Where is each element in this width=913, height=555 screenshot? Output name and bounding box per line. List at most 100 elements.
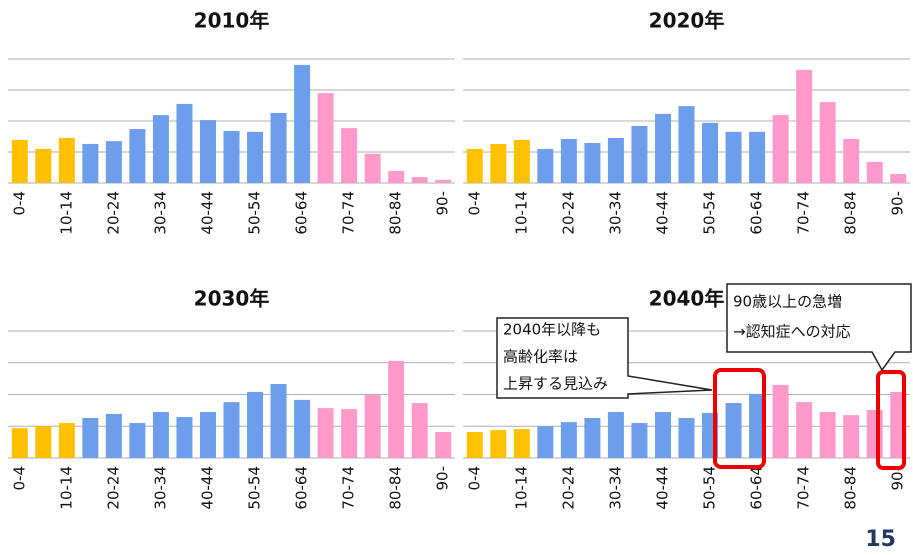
x-tick-label: 60-64 [748, 191, 766, 235]
bar [843, 415, 860, 458]
bar [631, 423, 648, 458]
bar [82, 417, 99, 458]
x-tick-label: 80-84 [387, 191, 405, 235]
bar [152, 115, 169, 183]
bar [607, 138, 624, 183]
bar [152, 411, 169, 458]
bar [678, 417, 695, 458]
bar [35, 426, 52, 458]
bar [388, 360, 405, 458]
callout-text: 2040年以降も [503, 321, 601, 339]
callouts: 2040年以降も 高齢化率は 上昇する見込み 90歳以上の急増 →認知症への対応 [496, 283, 912, 470]
bar [513, 139, 530, 183]
x-tick-label: 10-14 [512, 191, 530, 235]
x-tick-label: 20-24 [559, 191, 577, 235]
callout-box [726, 283, 912, 372]
bar [247, 391, 264, 458]
bar [388, 170, 405, 183]
bar [654, 411, 671, 458]
bar [560, 422, 577, 458]
bar [129, 129, 146, 183]
bar [294, 399, 311, 458]
bar [270, 384, 287, 458]
chart-title: 2010年 [194, 9, 270, 33]
bar [607, 411, 624, 458]
bar [466, 431, 483, 458]
bar [11, 139, 28, 183]
bar [341, 409, 358, 458]
x-tick-label: 70-74 [795, 191, 813, 235]
bar [364, 395, 381, 458]
bar [631, 125, 648, 183]
bar [866, 410, 883, 458]
bar [819, 102, 836, 183]
bar [364, 153, 381, 183]
bar [725, 403, 742, 458]
callout-text: →認知症への対応 [733, 323, 851, 341]
x-tick-label: 10-14 [57, 466, 75, 510]
bar [223, 402, 240, 458]
bar [317, 93, 334, 183]
x-tick-label: 30-34 [606, 466, 624, 510]
bar [317, 408, 334, 458]
bar [725, 131, 742, 183]
x-tick-label: 20-24 [104, 191, 122, 235]
x-tick-label: 20-24 [559, 466, 577, 510]
x-tick-label: 10-14 [512, 466, 530, 510]
x-tick-label: 10-14 [57, 191, 75, 235]
bar [796, 69, 813, 183]
x-tick-label: 40-44 [198, 466, 216, 510]
bar [247, 131, 264, 183]
bar [772, 115, 789, 183]
bar [11, 428, 28, 458]
bar [490, 430, 507, 458]
x-tick-label: 40-44 [653, 191, 671, 235]
x-tick-label: 70-74 [340, 191, 358, 235]
x-tick-label: 30-34 [151, 191, 169, 235]
bar [223, 130, 240, 183]
bar [35, 148, 52, 183]
x-tick-label: 80-84 [842, 191, 860, 235]
bar [772, 384, 789, 458]
x-tick-label: 30-34 [606, 191, 624, 235]
x-tick-label: 0-4 [10, 466, 28, 491]
x-tick-label: 40-44 [653, 466, 671, 510]
highlight-box [713, 368, 766, 469]
bar [270, 112, 287, 183]
bar [749, 131, 766, 183]
bar [654, 113, 671, 183]
x-tick-label: 60-64 [293, 191, 311, 235]
callout-text: 90歳以上の急増 [733, 293, 842, 311]
x-tick-label: 80-84 [842, 466, 860, 510]
callout-text: 高齢化率は [503, 348, 578, 366]
callout-text: 上昇する見込み [503, 375, 608, 393]
bar [513, 429, 530, 458]
bar [678, 106, 695, 183]
charts: 2010年 0-4 10-14 20-24 30-34 40-44 50-54 60-64 70… [8, 9, 910, 510]
x-tick-label: 80-84 [387, 466, 405, 510]
x-tick-label: 50-54 [701, 191, 719, 235]
chart-title: 2020年 [649, 9, 725, 33]
bar [129, 423, 146, 458]
bar [866, 161, 883, 183]
bar [82, 143, 99, 183]
bar [199, 411, 216, 458]
chart-title: 2040年 [649, 287, 725, 311]
x-tick-label: 90- [434, 191, 452, 216]
highlight-box [876, 370, 906, 470]
bar [584, 417, 601, 458]
x-tick-label: 0-4 [465, 191, 483, 216]
chart-title: 2030年 [194, 287, 270, 311]
bar [411, 403, 428, 458]
x-tick-label: 0-4 [10, 191, 28, 216]
bar [58, 423, 75, 458]
x-tick-label: 50-54 [246, 466, 264, 510]
bar [537, 148, 554, 183]
bar [294, 64, 311, 183]
bar [411, 177, 428, 183]
bar [435, 431, 452, 458]
x-tick-label: 70-74 [795, 466, 813, 510]
page-number: 15 [865, 527, 896, 552]
bar [537, 426, 554, 458]
